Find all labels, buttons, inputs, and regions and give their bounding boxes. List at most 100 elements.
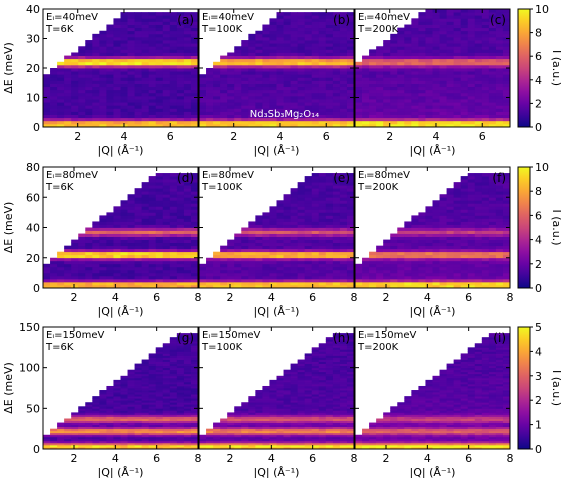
heatmap-cell xyxy=(404,105,412,109)
heatmap-cell xyxy=(127,61,135,66)
heatmap-cell xyxy=(325,108,334,112)
heatmap-cell xyxy=(481,191,490,195)
heatmap-cell xyxy=(304,200,313,204)
heatmap-cell xyxy=(190,333,198,336)
heatmap-cell xyxy=(50,77,58,81)
heatmap-cell xyxy=(141,422,150,425)
heatmap-cell xyxy=(141,365,150,369)
heatmap-cell xyxy=(78,83,86,88)
heatmap-cell xyxy=(148,99,157,103)
heatmap-cell xyxy=(269,46,277,50)
heatmap-cell xyxy=(495,236,504,240)
heatmap-cell xyxy=(290,245,299,250)
heatmap-cell xyxy=(85,86,93,91)
heatmap-cell xyxy=(460,80,469,84)
heatmap-cell xyxy=(325,95,334,100)
heatmap-cell xyxy=(311,18,320,22)
heatmap-cell xyxy=(190,71,198,75)
heatmap-cell xyxy=(488,46,497,50)
heatmap-cell xyxy=(297,182,306,186)
heatmap-cell xyxy=(318,179,327,183)
heatmap-cell xyxy=(325,176,334,180)
heatmap-cell xyxy=(206,80,214,84)
heatmap-cell xyxy=(64,436,72,440)
heatmap-cell xyxy=(297,254,306,259)
heatmap-cell xyxy=(127,64,135,69)
heatmap-cell xyxy=(325,182,334,186)
heatmap-cell xyxy=(57,434,65,438)
heatmap-cell xyxy=(176,33,185,38)
heatmap-cell xyxy=(120,438,128,442)
heatmap-cell xyxy=(120,275,128,280)
heatmap-cell xyxy=(269,221,277,225)
heatmap-cell xyxy=(304,105,313,109)
heatmap-cell xyxy=(64,80,72,84)
heatmap-cell xyxy=(495,281,504,286)
heatmap-cell xyxy=(404,272,412,277)
heatmap-cell xyxy=(446,92,455,97)
heatmap-cell xyxy=(155,351,164,354)
heatmap-cell xyxy=(297,36,306,41)
heatmap-cell xyxy=(169,179,178,183)
heatmap-cells xyxy=(199,12,354,127)
heatmap-cell xyxy=(418,284,426,288)
heatmap-cell xyxy=(390,68,398,72)
heatmap-cell xyxy=(446,272,455,277)
heatmap-cell xyxy=(43,446,51,449)
heatmap-cell xyxy=(418,18,426,22)
heatmap-cell xyxy=(92,248,100,253)
heatmap-cell xyxy=(176,369,185,373)
heatmap-cell xyxy=(297,30,306,35)
heatmap-cell xyxy=(71,102,79,106)
heatmap-cell xyxy=(113,428,121,432)
heatmap-cell xyxy=(206,92,214,97)
heatmap-cell xyxy=(120,422,128,425)
heatmap-cell xyxy=(134,18,143,22)
heatmap-cell xyxy=(495,230,504,234)
heatmap-cell xyxy=(176,215,185,219)
heatmap-cell xyxy=(355,64,363,69)
heatmap-cell xyxy=(269,30,277,35)
heatmap-cell xyxy=(127,117,135,122)
heatmap-cell xyxy=(127,77,135,81)
heatmap-cell xyxy=(453,105,462,109)
heatmap-cell xyxy=(439,12,447,16)
heatmap-cell xyxy=(113,432,121,436)
heatmap-cell xyxy=(304,58,313,63)
heatmap-cell xyxy=(255,275,263,280)
heatmap-cell xyxy=(495,46,504,50)
heatmap-cell xyxy=(241,442,249,446)
heatmap-cell xyxy=(78,434,86,438)
heatmap-cell xyxy=(183,209,192,213)
heatmap-cell xyxy=(127,375,135,379)
heatmap-cell xyxy=(502,46,510,50)
heatmap-cell xyxy=(411,86,419,91)
heatmap-cell xyxy=(262,89,270,94)
heatmap-cell xyxy=(318,89,327,94)
heatmap-cell xyxy=(134,398,143,401)
heatmap-cell xyxy=(120,383,128,387)
heatmap-cell xyxy=(183,30,192,35)
heatmap-cell xyxy=(169,377,178,381)
heatmap-cell xyxy=(106,30,114,35)
heatmap-cell xyxy=(474,176,483,180)
heatmap-cell xyxy=(190,398,198,401)
heatmap-cell xyxy=(127,89,135,94)
heatmap-cell xyxy=(64,68,72,72)
heatmap-cell xyxy=(404,55,412,60)
heatmap-cell xyxy=(390,278,398,283)
heatmap-cell xyxy=(85,102,93,106)
heatmap-cell xyxy=(141,12,150,16)
heatmap-cell xyxy=(64,418,72,421)
heatmap-cell xyxy=(332,191,341,195)
heatmap-cell xyxy=(120,83,128,88)
heatmap-cell xyxy=(390,61,398,66)
heatmap-cell xyxy=(85,284,93,288)
heatmap-cell xyxy=(176,333,185,336)
heatmap-cell xyxy=(339,245,348,250)
heatmap-cell xyxy=(488,266,497,271)
heatmap-cell xyxy=(276,49,284,53)
heatmap-cell xyxy=(92,412,100,415)
heatmap-cell xyxy=(502,227,510,231)
heatmap-cell xyxy=(488,269,497,274)
